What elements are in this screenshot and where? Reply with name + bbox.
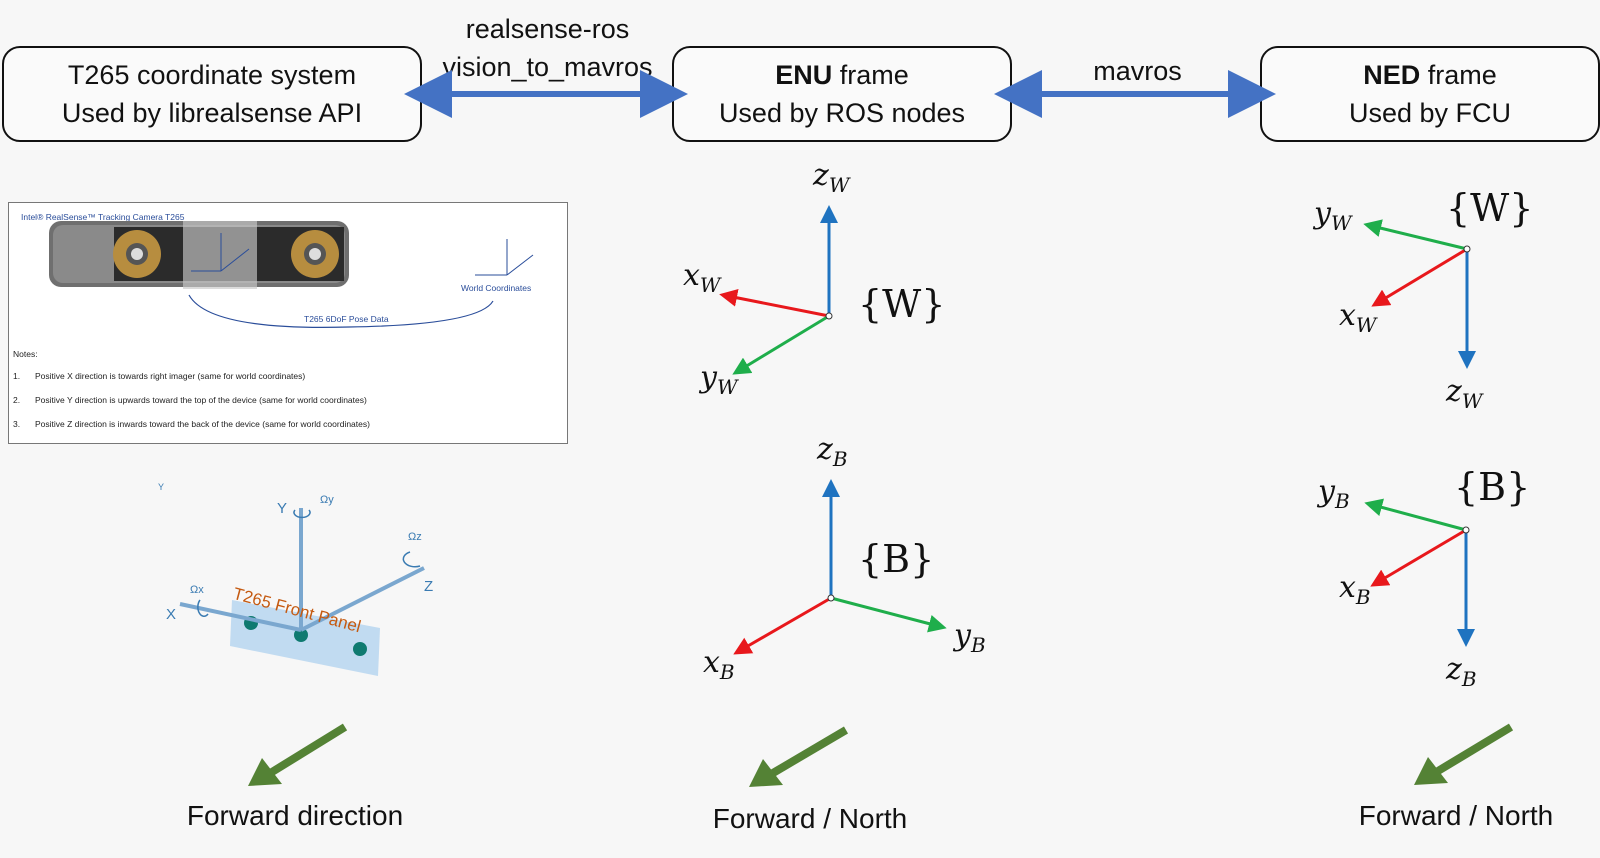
enu-body-axes — [733, 479, 947, 655]
forward-arrows — [248, 723, 1514, 787]
ned-box-title: NED frame — [1262, 56, 1598, 94]
world-z-axis — [506, 254, 534, 276]
forward-arrow-right-shaft — [1435, 723, 1514, 775]
t265-x-axis — [179, 602, 302, 632]
doc-note-3: 3. Positive Z direction is inwards toward… — [13, 419, 370, 429]
ned-frame-box: NED frame Used by FCU — [1260, 46, 1600, 142]
forward-arrow-middle-shaft — [770, 726, 849, 777]
t265-3d-sketch — [179, 508, 425, 676]
t265-device-drawing — [49, 221, 534, 328]
caption-forward-direction: Forward direction — [186, 800, 404, 831]
forward-arrow-right-head — [1414, 757, 1448, 785]
doc-note-1-text: Positive X direction is towards right im… — [35, 371, 306, 381]
doc-note-3-text: Positive Z direction is inwards toward t… — [35, 419, 370, 429]
ned-body-y-arrow — [1364, 498, 1467, 532]
t265-coordinate-box: T265 coordinate system Used by librealse… — [2, 46, 422, 142]
left-link-line1: realsense-ros — [465, 14, 630, 44]
ned-body-x-arrow — [1370, 528, 1467, 587]
t265-z-axis — [300, 566, 425, 632]
t265-box-title: T265 coordinate system — [67, 60, 357, 90]
ned-body-axes — [1364, 498, 1475, 647]
enu-world-x-arrow — [719, 288, 830, 318]
enu-world-y-arrow — [732, 314, 830, 375]
doc-header: Intel® RealSense™ Tracking Camera T265 — [21, 212, 185, 222]
caption-ned-forward-north: Forward / North — [1358, 800, 1554, 831]
enu-rest: frame — [832, 60, 909, 90]
pose-arc — [188, 294, 494, 328]
enu-body-y-arrow — [830, 596, 947, 633]
forward-arrow-left-head — [248, 758, 282, 786]
enu-box-title: ENU frame — [674, 56, 1010, 94]
forward-arrow-left-shaft — [269, 723, 348, 776]
enu-world-axes — [719, 205, 838, 375]
ned-rest: frame — [1420, 60, 1497, 90]
forward-arrow-middle-head — [749, 759, 783, 787]
ned-world-y-arrow — [1363, 219, 1468, 251]
ned-world-axes — [1363, 219, 1476, 369]
caption-enu-forward-north: Forward / North — [712, 803, 908, 834]
ned-world-x-arrow — [1371, 247, 1468, 307]
enu-body-x-arrow — [733, 596, 832, 655]
doc-pose-label: T265 6DoF Pose Data — [304, 314, 389, 324]
ned-bold: NED — [1363, 60, 1421, 90]
enu-box-subtitle: Used by ROS nodes — [718, 98, 966, 128]
ned-box-subtitle: Used by FCU — [1348, 98, 1512, 128]
doc-note-2-text: Positive Y direction is upwards toward t… — [35, 395, 367, 405]
enu-bold: ENU — [775, 60, 833, 90]
doc-world-label: World Coordinates — [461, 283, 532, 293]
t265-datasheet-figure: Intel® RealSense™ Tracking Camera T265 W… — [8, 202, 568, 444]
doc-note-2: 2. Positive Y direction is upwards toward… — [13, 395, 367, 405]
doc-notes-title: Notes: — [13, 349, 38, 359]
t265-box-subtitle: Used by librealsense API — [61, 98, 363, 128]
doc-note-1: 1. Positive X direction is towards right … — [13, 371, 306, 381]
